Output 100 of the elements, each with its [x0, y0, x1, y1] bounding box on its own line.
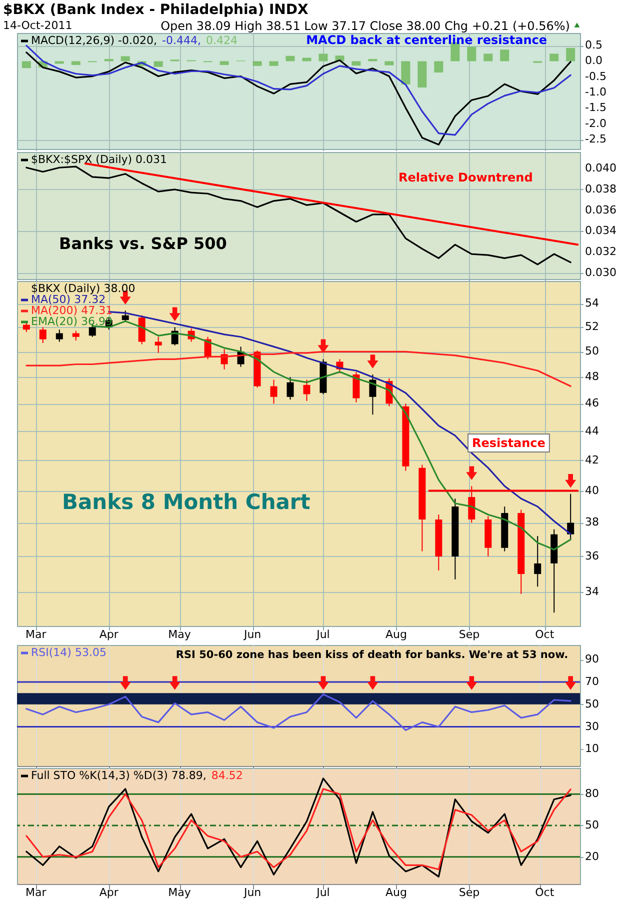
bar — [484, 54, 493, 62]
legend-title: $BKX (Daily) 38.00 — [31, 282, 136, 295]
x-tick-label: Aug — [386, 886, 407, 899]
annotation: Open 38.09 High 38.51 Low 37.17 Close 38.00 Chg +0.21 (+0.56%) — [160, 19, 570, 33]
bar — [54, 61, 64, 64]
y-tick-label: 46 — [585, 396, 599, 410]
candlestick — [286, 376, 294, 400]
legend-label: MACD(12,26,9) -0.020, — [31, 34, 157, 47]
y-tick-label: 90 — [585, 652, 599, 666]
candlestick — [270, 379, 278, 404]
x-tick-label: Oct — [535, 628, 555, 641]
bar — [467, 46, 476, 62]
candlestick — [39, 326, 46, 344]
candlestick — [154, 336, 162, 354]
x-tick-label: Apr — [99, 886, 119, 899]
bar — [434, 61, 444, 73]
y-tick-label: 50 — [585, 344, 599, 358]
candlestick — [303, 379, 310, 402]
y-tick-label: 0.030 — [585, 266, 616, 279]
x-tick-label: Mar — [25, 628, 47, 641]
bar — [318, 54, 328, 62]
bar — [401, 61, 410, 84]
x-tick-label: Jul — [316, 628, 330, 641]
candlestick — [22, 322, 30, 333]
y-tick-label: 50 — [585, 818, 599, 832]
y-tick-label: 10 — [585, 742, 599, 756]
legend-label: Full STO %K(14,3) %D(3) 78.89, — [31, 769, 206, 782]
y-tick-label: 0.034 — [585, 224, 616, 238]
series-label: 0.424 — [206, 34, 238, 47]
bar — [269, 61, 278, 66]
y-tick-label: 54 — [585, 296, 599, 310]
line-series — [26, 52, 572, 146]
y-tick-label: 48 — [585, 370, 599, 384]
candlestick — [122, 310, 129, 322]
bar — [566, 48, 576, 62]
x-tick-label: May — [168, 628, 192, 641]
text: -0.444, — [162, 34, 201, 47]
annotation: Banks 8 Month Chart — [62, 490, 310, 514]
y-tick-label: 40 — [585, 484, 599, 497]
candlestick — [567, 493, 574, 540]
bar — [550, 54, 559, 62]
y-tick-label: 0.5 — [585, 38, 602, 52]
y-tick-label: -0.5 — [585, 70, 606, 83]
bar — [120, 56, 130, 62]
line-series — [26, 693, 572, 731]
bar — [286, 56, 295, 62]
annotation: MACD back at centerline resistance — [306, 33, 547, 47]
y-tick-label: -1.0 — [585, 86, 606, 99]
line-series — [26, 788, 572, 870]
y-tick-label: 0.038 — [585, 182, 616, 196]
legend-label: MA(50) 37.32 — [31, 293, 106, 306]
y-tick-label: 0.040 — [585, 162, 616, 175]
candlestick — [534, 536, 542, 588]
y-tick-label: 52 — [585, 320, 599, 334]
y-tick-label: 80 — [585, 787, 599, 800]
y-tick-label: 34 — [585, 585, 599, 598]
candlestick — [72, 330, 80, 342]
x-tick-label: Jun — [242, 886, 262, 899]
x-tick-label: May — [168, 886, 192, 899]
y-tick-label: 0.036 — [585, 203, 616, 216]
x-tick-label: Sep — [458, 628, 480, 641]
x-tick-label: Oct — [535, 886, 555, 899]
line-series — [26, 44, 572, 136]
bar — [71, 61, 80, 65]
y-tick-label: 50 — [585, 697, 599, 710]
y-tick-label: 0.032 — [585, 244, 616, 258]
bar — [352, 61, 361, 66]
annotation: Relative Downtrend — [398, 170, 533, 184]
bar — [252, 61, 262, 66]
bar — [22, 61, 31, 68]
chart-subtitle: 14-Oct-2011 — [3, 19, 72, 32]
x-tick-label: Apr — [99, 628, 119, 641]
candlestick — [56, 329, 63, 342]
bar — [418, 61, 427, 88]
x-tick-label: Jun — [242, 628, 262, 641]
y-tick-label: 30 — [585, 720, 599, 733]
y-tick-label: 0.0 — [585, 54, 602, 68]
legend-label: RSI(14) 53.05 — [31, 646, 106, 659]
bar — [500, 50, 510, 62]
bar — [154, 61, 163, 67]
x-tick-label: Mar — [25, 886, 47, 899]
y-tick-label: 36 — [585, 549, 599, 562]
y-tick-label: 38 — [585, 516, 599, 529]
y-tick-label: -2.0 — [585, 116, 606, 130]
bar — [384, 61, 394, 66]
candlestick — [352, 371, 360, 403]
y-tick-label: 44 — [585, 424, 599, 438]
x-tick-label: Jul — [316, 886, 330, 899]
chart-title: $BKX (Bank Index - Philadelphia) INDX — [3, 2, 309, 18]
annotation: Resistance — [472, 436, 546, 450]
line-series — [26, 166, 572, 266]
bar — [220, 61, 229, 65]
legend-label: MA(200) 47.31 — [31, 304, 113, 317]
legend-label: $BKX:$SPX (Daily) 0.031 — [31, 153, 168, 166]
y-tick-label: 20 — [585, 850, 599, 863]
x-tick-label: Aug — [386, 628, 407, 641]
y-tick-label: -2.5 — [585, 132, 606, 146]
y-tick-label: -1.5 — [585, 101, 606, 114]
candlestick — [369, 374, 376, 416]
y-tick-label: 42 — [585, 453, 599, 466]
